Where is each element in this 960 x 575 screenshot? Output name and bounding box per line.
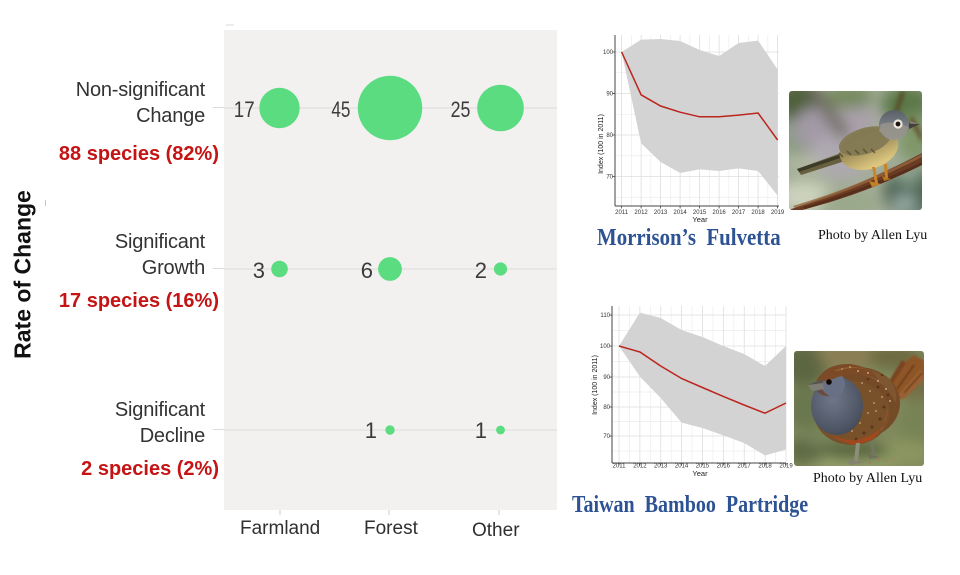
svg-text:2016: 2016	[712, 210, 726, 216]
svg-text:2015: 2015	[696, 464, 710, 470]
svg-text:2013: 2013	[654, 210, 668, 216]
svg-text:1: 1	[475, 418, 487, 443]
svg-text:2018: 2018	[758, 464, 772, 470]
svg-text:2019: 2019	[771, 210, 785, 216]
svg-text:Year: Year	[692, 215, 708, 224]
svg-text:2015: 2015	[693, 210, 707, 216]
svg-text:2011: 2011	[613, 464, 627, 470]
svg-text:80: 80	[606, 133, 613, 139]
svg-text:2013: 2013	[654, 464, 668, 470]
svg-text:80: 80	[603, 405, 610, 411]
svg-text:Index (100 in 2011): Index (100 in 2011)	[592, 355, 599, 415]
svg-text:100: 100	[600, 344, 611, 350]
svg-text:45: 45	[331, 97, 350, 122]
svg-text:2011: 2011	[615, 210, 629, 216]
svg-text:2014: 2014	[673, 210, 687, 216]
svg-text:2017: 2017	[732, 210, 746, 216]
svg-text:2012: 2012	[633, 464, 647, 470]
svg-text:25: 25	[451, 97, 471, 122]
svg-text:110: 110	[600, 313, 610, 319]
svg-text:2018: 2018	[751, 210, 765, 216]
svg-text:2016: 2016	[717, 464, 731, 470]
svg-text:17: 17	[234, 97, 255, 122]
svg-text:2: 2	[475, 258, 487, 283]
svg-text:70: 70	[603, 434, 610, 440]
svg-text:1: 1	[365, 418, 377, 443]
svg-text:3: 3	[253, 258, 265, 283]
svg-text:Year: Year	[692, 469, 708, 478]
svg-text:Index (100 in 2011): Index (100 in 2011)	[598, 114, 605, 174]
svg-text:70: 70	[606, 175, 613, 181]
svg-text:2014: 2014	[675, 464, 689, 470]
svg-text:100: 100	[603, 50, 614, 56]
svg-text:2017: 2017	[737, 464, 751, 470]
svg-text:90: 90	[603, 375, 610, 381]
svg-text:2012: 2012	[634, 210, 648, 216]
svg-text:2019: 2019	[779, 464, 793, 470]
svg-text:90: 90	[606, 92, 613, 98]
svg-text:6: 6	[361, 258, 373, 283]
